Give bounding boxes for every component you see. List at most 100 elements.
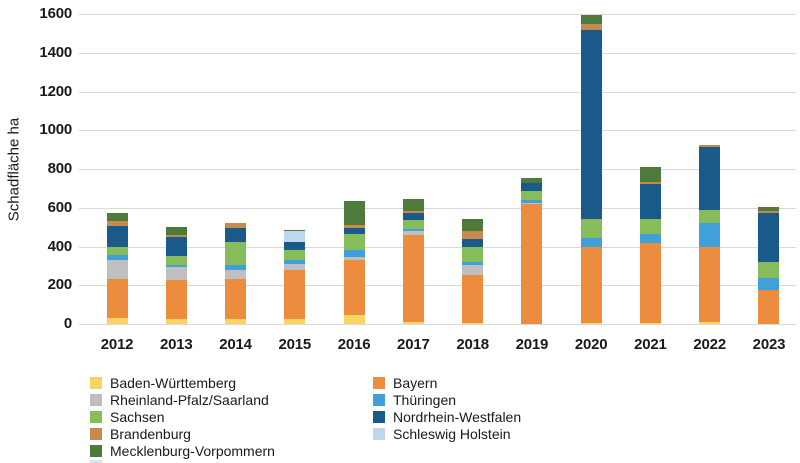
x-label-2013: 2013 <box>159 336 193 353</box>
legend-label: Schleswig Holstein <box>393 425 511 442</box>
bar-segment-2012-Mecklenburg-Vorpommern <box>106 212 128 222</box>
legend-item-Bayern: Bayern <box>373 374 437 391</box>
bar-segment-2023-Brandenburg <box>758 210 780 213</box>
legend-item-Mecklenburg-Vorpommern: Mecklenburg-Vorpommern <box>90 442 275 459</box>
legend-swatch-icon <box>90 376 102 389</box>
y-tick-label: 400 <box>47 237 73 255</box>
bar-segment-2014-Baden-Württemberg <box>225 319 247 324</box>
bar-segment-2017-Baden-Württemberg <box>402 322 424 324</box>
bar-segment-2013-Bayern <box>165 280 187 320</box>
bar-segment-2016-Mecklenburg-Vorpommern <box>343 200 365 226</box>
bar-segment-2021-Mecklenburg-Vorpommern <box>639 167 661 182</box>
bar-segment-2019-Sachsen <box>521 191 543 200</box>
y-tick-label: 600 <box>47 198 73 216</box>
bar-segment-2019-Mecklenburg-Vorpommern <box>521 177 543 183</box>
bar-segment-2017-Thüringen <box>402 229 424 231</box>
legend-swatch-icon <box>90 427 102 440</box>
bar-segment-2017-Mecklenburg-Vorpommern <box>402 199 424 211</box>
bar-segment-2018-Nordrhein-Westfalen <box>462 238 484 248</box>
x-label-2015: 2015 <box>278 336 312 353</box>
gridline-800 <box>79 169 796 170</box>
bar-segment-2015-Bayern <box>284 269 306 320</box>
y-tick-label: 1000 <box>39 121 72 139</box>
bar-segment-2014-Brandenburg <box>225 223 247 229</box>
bar-segment-2020-Mecklenburg-Vorpommern <box>580 14 602 24</box>
bar-segment-2013-Sachsen <box>165 256 187 265</box>
bar-segment-2021-Nordrhein-Westfalen <box>639 183 661 220</box>
bar-segment-2018-Rheinland-Pfalz/Saarland <box>462 264 484 275</box>
bar-segment-2021-Baden-Württemberg <box>639 323 661 325</box>
bar-segment-2021-Brandenburg <box>639 181 661 184</box>
bar-segment-2017-Bayern <box>402 234 424 323</box>
legend-item-Nordrhein-Westfalen: Nordrhein-Westfalen <box>373 408 521 425</box>
bar-segment-2016-Baden-Württemberg <box>343 315 365 324</box>
bar-segment-2015-Thüringen <box>284 260 306 264</box>
legend-label: Sachsen <box>110 408 165 425</box>
gridline-0 <box>79 324 796 325</box>
bar-segment-2020-Sachsen <box>580 219 602 238</box>
bar-segment-2023-Bayern <box>758 290 780 324</box>
bar-segment-2014-Nordrhein-Westfalen <box>225 228 247 242</box>
legend-swatch-icon <box>373 393 385 406</box>
bar-segment-2016-Rheinland-Pfalz/Saarland <box>343 257 365 261</box>
bar-segment-2012-Nordrhein-Westfalen <box>106 226 128 248</box>
bar-segment-2012-Thüringen <box>106 255 128 261</box>
legend-item-Brandenburg: Brandenburg <box>90 425 191 442</box>
legend-label: Bayern <box>393 374 438 391</box>
bar-segment-2013-Mecklenburg-Vorpommern <box>165 227 187 235</box>
bar-segment-2023-Mecklenburg-Vorpommern <box>758 206 780 211</box>
bar-segment-2016-Thüringen <box>343 250 365 258</box>
bar-segment-2022-Bayern <box>699 247 721 323</box>
legend-swatch-icon <box>373 376 385 389</box>
bar-segment-2012-Sachsen <box>106 247 128 256</box>
legend-label: Rheinland-Pfalz/Saarland <box>110 391 269 408</box>
bar-segment-2018-Mecklenburg-Vorpommern <box>462 219 484 231</box>
bar-segment-2017-Sachsen <box>402 220 424 230</box>
bar-segment-2017-Rheinland-Pfalz/Saarland <box>402 231 424 235</box>
bar-segment-2021-Bayern <box>639 242 661 324</box>
bar-segment-2020-Bayern <box>580 247 602 324</box>
x-label-2012: 2012 <box>100 336 134 353</box>
bar-segment-2022-Sachsen <box>699 209 721 224</box>
bar-segment-2013-Rheinland-Pfalz/Saarland <box>165 266 187 281</box>
bar-segment-2013-Brandenburg <box>165 234 187 237</box>
x-label-2019: 2019 <box>515 336 549 353</box>
legend-label: Mecklenburg-Vorpommern <box>110 442 275 459</box>
x-label-2018: 2018 <box>456 336 489 353</box>
bar-segment-2016-Nordrhein-Westfalen <box>343 228 365 234</box>
bar-segment-2013-Baden-Württemberg <box>165 319 187 324</box>
x-label-2017: 2017 <box>397 336 430 353</box>
bar-segment-2014-Bayern <box>225 279 247 320</box>
bar-segment-2020-Nordrhein-Westfalen <box>580 30 602 220</box>
bar-segment-2014-Rheinland-Pfalz/Saarland <box>225 269 247 280</box>
legend-item-Baden-Württemberg: Baden-Württemberg <box>90 374 236 391</box>
x-label-2022: 2022 <box>693 336 726 353</box>
bar-segment-2018-Baden-Württemberg <box>462 323 484 325</box>
legend-label: Thüringen <box>393 391 457 408</box>
legend-partial-row-cutoff <box>90 460 102 463</box>
bar-segment-2018-Brandenburg <box>462 231 484 239</box>
x-label-2014: 2014 <box>219 336 252 353</box>
bar-segment-2021-Sachsen <box>639 219 661 234</box>
y-tick-label: 0 <box>63 315 72 332</box>
bar-segment-2014-Sachsen <box>225 241 247 265</box>
gridline-1200 <box>79 91 796 93</box>
legend-item-Rheinland-Pfalz/Saarland: Rheinland-Pfalz/Saarland <box>90 391 269 408</box>
y-tick-label: 1600 <box>39 5 72 22</box>
bar-segment-2019-Nordrhein-Westfalen <box>521 182 543 192</box>
bar-segment-2016-Sachsen <box>343 233 365 251</box>
bar-segment-2022-Brandenburg <box>699 144 721 147</box>
bar-segment-2019-Thüringen <box>521 200 543 203</box>
legend-label: Brandenburg <box>110 425 191 442</box>
legend-item-Schleswig Holstein: Schleswig Holstein <box>373 425 511 442</box>
gridline-1400 <box>79 52 796 54</box>
bar-segment-2015-Baden-Württemberg <box>284 319 306 324</box>
legend-item-Sachsen: Sachsen <box>90 408 164 425</box>
bar-segment-2017-Nordrhein-Westfalen <box>402 212 424 221</box>
bar-segment-2012-Baden-Württemberg <box>106 318 128 324</box>
bar-segment-2015-Schleswig Holstein <box>284 231 306 242</box>
bar-segment-2018-Bayern <box>462 274 484 324</box>
bar-segment-2018-Thüringen <box>462 262 484 265</box>
bar-segment-2016-Bayern <box>343 260 365 316</box>
